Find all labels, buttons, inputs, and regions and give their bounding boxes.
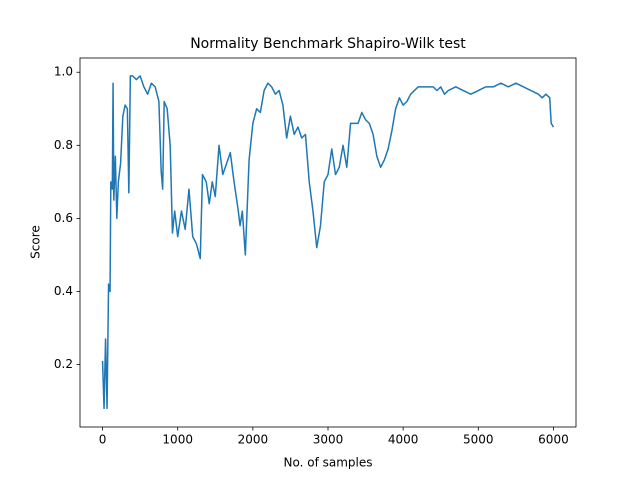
axes-frame [79,57,577,428]
chart-title: Normality Benchmark Shapiro-Wilk test [190,36,466,52]
y-axis-label: Score [29,225,43,259]
x-tick-label: 3000 [313,433,344,447]
y-tick-label: 0.8 [54,138,73,152]
x-tick-label: 0 [99,433,107,447]
x-tick-label: 1000 [162,433,193,447]
y-tick-label: 0.6 [54,211,73,225]
x-tick-label: 6000 [538,433,569,447]
y-tick-label: 0.4 [54,284,73,298]
data-line [101,75,555,410]
y-tick-label: 0.2 [54,357,73,371]
x-tick-label: 2000 [238,433,269,447]
x-tick-label: 5000 [463,433,494,447]
y-tick-label: 1.0 [54,65,73,79]
x-tick-label: 4000 [388,433,419,447]
x-axis-label: No. of samples [284,456,373,470]
